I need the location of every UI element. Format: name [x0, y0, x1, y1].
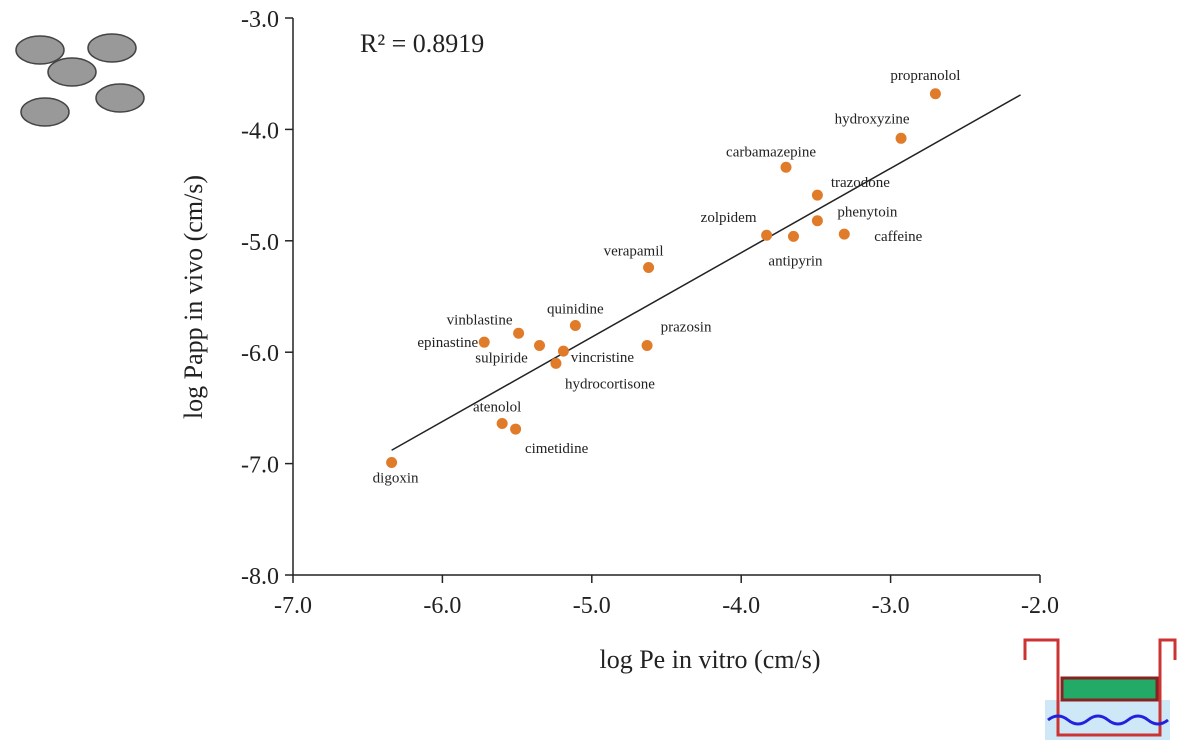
point — [534, 340, 546, 352]
point-label: antipyrin — [768, 253, 823, 269]
point-label: verapamil — [604, 244, 664, 260]
point — [643, 262, 655, 274]
x-axis-title: log Pe in vitro (cm/s) — [600, 645, 821, 674]
point-label: trazodone — [831, 175, 890, 191]
point — [811, 189, 823, 201]
y-tick-label: -5.0 — [241, 230, 279, 256]
point-label: sulpiride — [475, 351, 528, 367]
point — [895, 132, 907, 144]
y-axis-title: log Papp in vivo (cm/s) — [179, 175, 208, 419]
x-tick-label: -3.0 — [872, 593, 910, 619]
point-label: atenolol — [473, 399, 521, 415]
y-tick-label: -8.0 — [241, 564, 279, 590]
trendline — [391, 94, 1021, 451]
point — [557, 345, 569, 357]
x-tick-label: -2.0 — [1021, 593, 1059, 619]
point-label: vinblastine — [447, 312, 513, 328]
point — [761, 229, 773, 241]
point-label: quinidine — [547, 301, 604, 317]
y-tick-label: -7.0 — [241, 453, 279, 479]
point — [929, 88, 941, 100]
point — [569, 319, 581, 331]
point — [386, 456, 398, 468]
point — [780, 161, 792, 173]
point — [838, 228, 850, 240]
point-label: vincristine — [571, 350, 635, 366]
point-label: prazosin — [661, 320, 712, 336]
point — [478, 336, 490, 348]
point-label: zolpidem — [701, 210, 757, 226]
point — [811, 215, 823, 227]
point-label: caffeine — [874, 229, 922, 245]
x-tick-label: -7.0 — [274, 593, 312, 619]
point-label: propranolol — [890, 68, 960, 84]
x-tick-label: -4.0 — [722, 593, 760, 619]
y-tick-label: -6.0 — [241, 341, 279, 367]
point — [641, 340, 653, 352]
point-label: carbamazepine — [726, 144, 816, 160]
point — [787, 230, 799, 242]
point — [510, 423, 522, 435]
annotation: R² = 0.8919 — [360, 29, 484, 58]
x-tick-label: -6.0 — [423, 593, 461, 619]
point — [513, 327, 525, 339]
point-label: hydroxyzine — [835, 111, 910, 127]
point — [496, 417, 508, 429]
point-label: phenytoin — [837, 205, 897, 221]
point-label: epinastine — [417, 335, 478, 351]
point-label: hydrocortisone — [565, 376, 655, 392]
transwell-icon — [1023, 638, 1177, 740]
x-tick-label: -5.0 — [573, 593, 611, 619]
point — [550, 357, 562, 369]
y-tick-label: -3.0 — [241, 7, 279, 33]
point-label: cimetidine — [525, 441, 589, 457]
y-tick-label: -4.0 — [241, 118, 279, 144]
point-label: digoxin — [373, 470, 419, 486]
mice-icon — [15, 33, 145, 127]
